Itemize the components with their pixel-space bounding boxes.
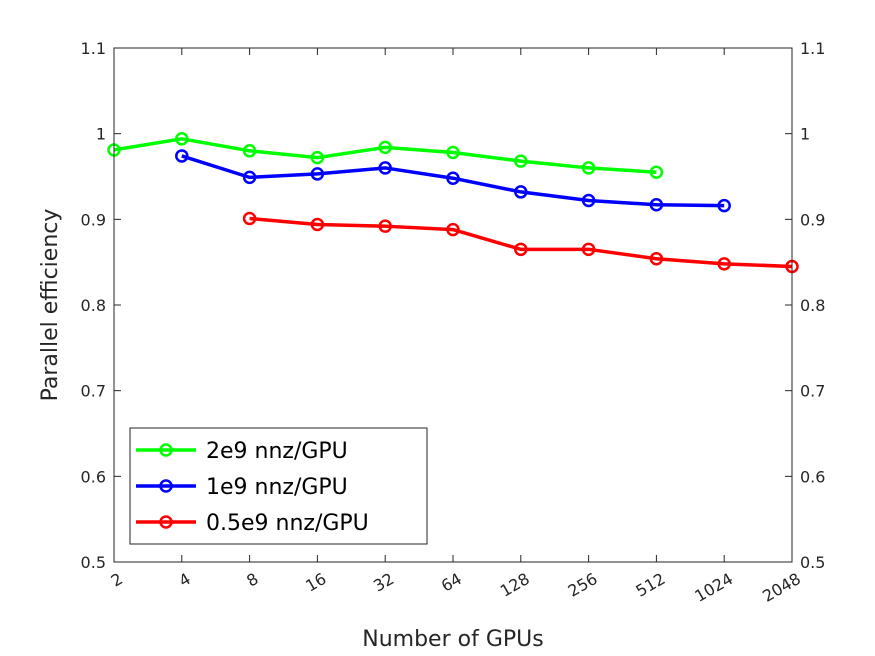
series-line [249, 216, 793, 269]
legend-swatch-marker [159, 515, 173, 529]
series-layer [107, 132, 799, 274]
x-tick-label: 2048 [759, 569, 804, 606]
data-point [514, 185, 528, 199]
data-point [514, 242, 528, 257]
y-tick-label: 0.8 [81, 296, 106, 315]
x-tick-label: 4 [175, 569, 193, 591]
legend-entry-2: 0.5e9 nnz/GPU [136, 511, 369, 536]
y-tick-label-right: 0.6 [800, 467, 825, 486]
data-point [242, 170, 257, 185]
data-point [310, 217, 325, 232]
x-tick-label: 1024 [691, 569, 736, 606]
y-tick-label: 0.5 [81, 553, 106, 572]
y-tick-label-right: 1.1 [800, 39, 825, 58]
x-tick-label: 2 [108, 569, 126, 591]
data-point [717, 257, 731, 271]
y-tick-label-right: 0.7 [800, 382, 825, 401]
data-point [242, 144, 257, 158]
y-axis-right-ticks: 0.5 0.6 0.7 0.8 0.9 1 1.1 [785, 39, 825, 572]
x-tick-label: 64 [438, 569, 465, 596]
x-tick-label: 128 [497, 569, 533, 601]
y-tick-label: 1 [96, 125, 106, 144]
series-1 [175, 149, 731, 213]
legend-swatch-marker [159, 479, 173, 493]
data-point [310, 150, 325, 165]
data-point [378, 140, 392, 155]
legend-entry-0: 2e9 nnz/GPU [136, 439, 348, 464]
data-point [446, 145, 460, 160]
data-point [717, 198, 731, 213]
x-tick-label: 256 [565, 569, 601, 601]
data-point [175, 149, 189, 163]
data-point [581, 161, 596, 175]
x-tick-label: 8 [243, 569, 261, 591]
y-axis-left-ticks: 0.5 0.6 0.7 0.8 0.9 1 1.1 [81, 39, 121, 572]
data-point [649, 198, 664, 212]
y-axis-label: Parallel efficiency [38, 209, 63, 402]
x-tick-label: 16 [302, 569, 329, 596]
series-2 [242, 211, 799, 274]
legend-entry-1: 1e9 nnz/GPU [136, 475, 348, 500]
x-tick-label: 32 [370, 569, 397, 596]
data-point [581, 193, 596, 208]
x-axis-label: Number of GPUs [362, 627, 543, 652]
y-tick-label: 1.1 [81, 39, 106, 58]
data-point [649, 251, 664, 266]
legend-label: 1e9 nnz/GPU [206, 475, 348, 500]
data-point [310, 167, 325, 181]
legend-label: 2e9 nnz/GPU [206, 439, 348, 464]
legend-swatch-marker [159, 443, 173, 457]
y-tick-label-right: 0.9 [800, 210, 825, 229]
data-point [378, 161, 392, 175]
legend-label: 0.5e9 nnz/GPU [206, 511, 369, 536]
y-tick-label-right: 1 [800, 125, 810, 144]
data-point [514, 154, 528, 168]
series-line [181, 154, 725, 208]
data-point [446, 222, 460, 237]
x-tick-label: 512 [632, 569, 668, 601]
y-tick-label: 0.6 [81, 467, 106, 486]
series-line [113, 137, 657, 174]
legend: 2e9 nnz/GPU 1e9 nnz/GPU 0.5e9 nnz/GPU [129, 427, 428, 545]
data-point [581, 242, 596, 257]
y-tick-label: 0.9 [81, 210, 106, 229]
y-tick-label-right: 0.5 [800, 553, 825, 572]
data-point [649, 165, 664, 179]
data-point [378, 219, 392, 233]
y-tick-label: 0.7 [81, 382, 106, 401]
data-point [242, 211, 257, 226]
data-point [446, 171, 460, 185]
y-tick-label-right: 0.8 [800, 296, 825, 315]
data-point [175, 132, 189, 146]
